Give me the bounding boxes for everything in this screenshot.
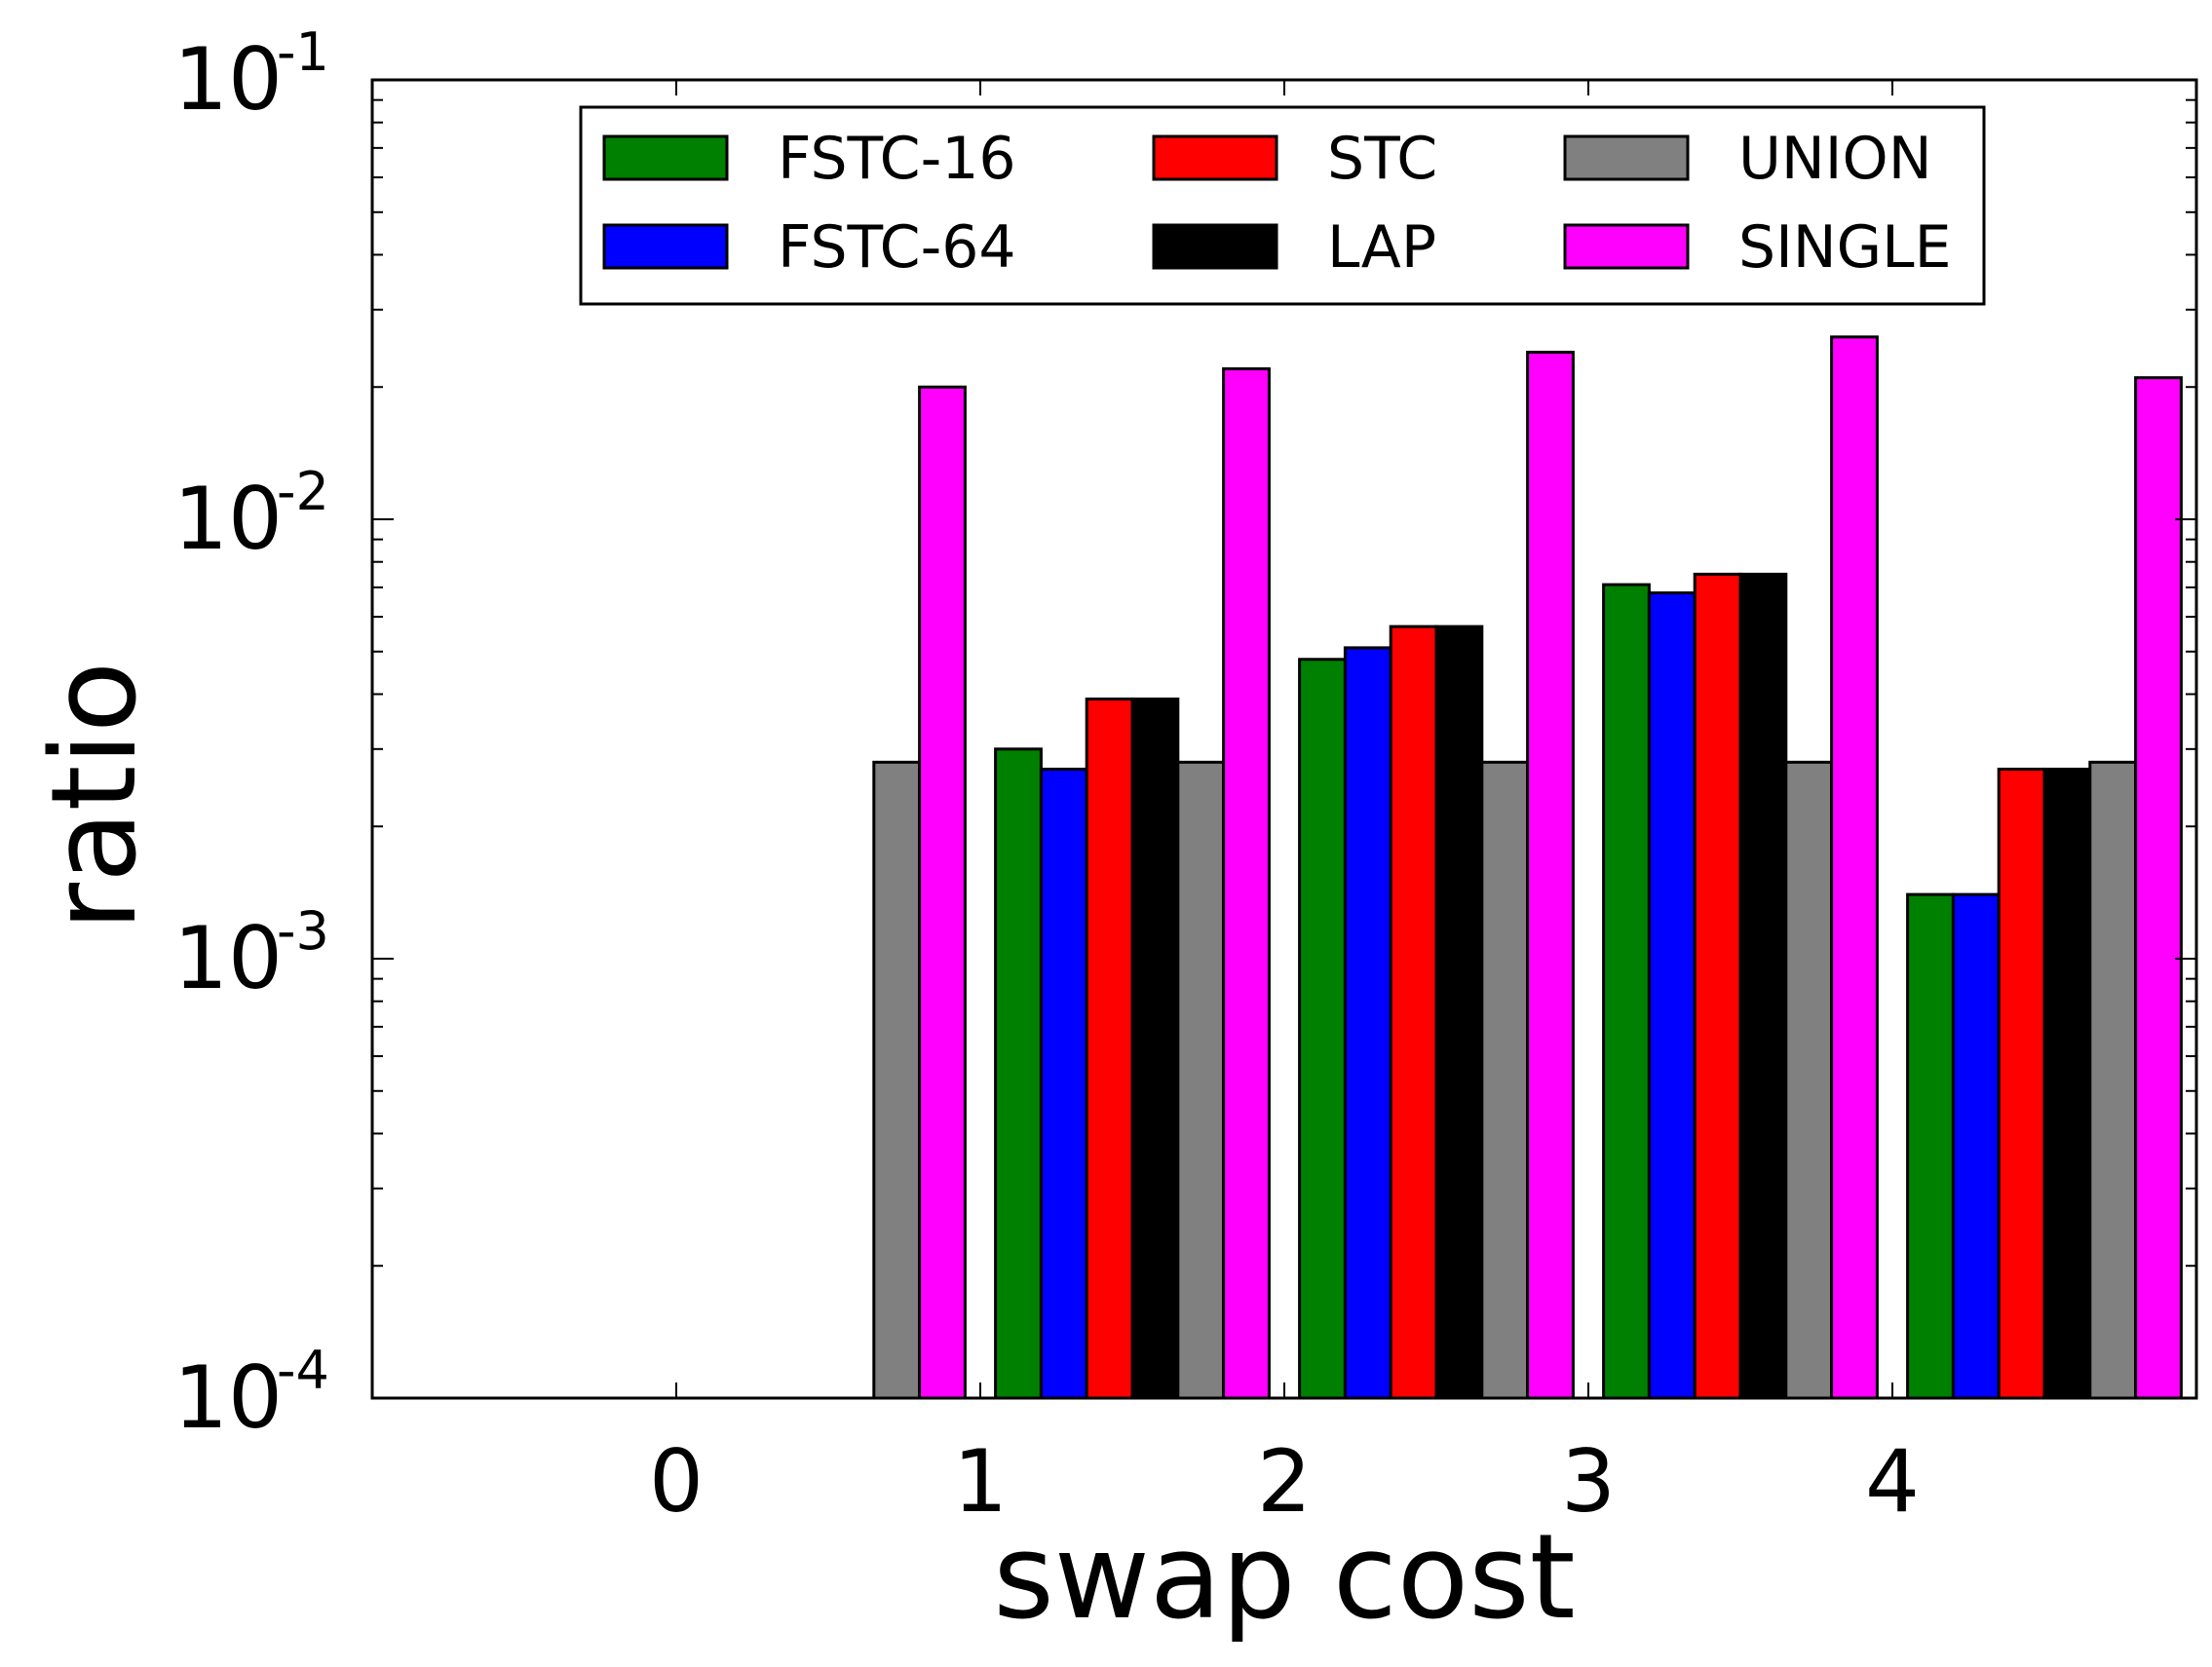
plot-frame [370,78,2198,1400]
bar-single-2 [1526,351,1575,1400]
bar-fstc-64-4 [1951,892,2001,1400]
bar-fstc-16-3 [1602,583,1651,1400]
x-tick-label: 1 [953,1431,1008,1532]
bar-fstc-16-2 [1298,658,1347,1400]
bar-single-4 [2134,376,2183,1400]
y-tick-label: 10 [173,1347,283,1448]
bar-union-0 [872,760,922,1400]
bar-fstc-16-1 [994,747,1043,1400]
legend-label-lap: LAP [1327,213,1436,282]
bar-lap-4 [2042,767,2092,1400]
bar-single-1 [1222,367,1271,1400]
bar-union-2 [1480,760,1530,1400]
bar-stc-3 [1693,572,1742,1400]
bar-union-4 [2088,760,2138,1400]
tick-labels-layer: 0 1 2 3 410-410-310-210-1 [173,21,1920,1532]
y-tick-exponent: -3 [277,900,329,962]
y-tick-label: 10 [173,29,283,130]
y-axis-label: ratio [27,662,163,931]
x-tick-label: 4 [1865,1431,1920,1532]
x-tick-label: 2 [1257,1431,1312,1532]
legend-swatch-single [1563,223,1690,270]
bar-single-0 [918,385,967,1400]
bar-fstc-64-1 [1039,767,1088,1400]
legend-swatch-fstc-64 [602,223,729,270]
legend-label-fstc-16: FSTC-16 [778,125,1016,193]
x-tick-label: 0 [649,1431,704,1532]
legend-label-fstc-64: FSTC-64 [778,213,1016,282]
bar-lap-1 [1130,697,1180,1400]
bar-stc-4 [1997,767,2046,1400]
legend-label-single: SINGLE [1738,213,1952,282]
legend-label-union: UNION [1738,125,1932,193]
bar-fstc-64-3 [1647,591,1697,1400]
bar-lap-3 [1738,572,1788,1400]
y-tick-exponent: -2 [277,461,329,522]
x-axis-label: swap cost [993,1510,1575,1646]
bar-union-1 [1176,760,1226,1400]
legend-swatch-stc [1152,134,1278,181]
legend-swatch-union [1563,134,1690,181]
bar-stc-2 [1389,625,1438,1400]
bar-union-3 [1784,760,1834,1400]
bar-stc-1 [1085,697,1134,1400]
legend-label-stc: STC [1327,125,1437,193]
y-tick-label: 10 [173,469,283,569]
y-tick-label: 10 [173,908,283,1008]
bar-single-3 [1830,335,1879,1400]
y-tick-exponent: -4 [277,1340,329,1401]
bars-layer [872,335,2183,1400]
legend-swatch-fstc-16 [602,134,729,181]
bar-fstc-16-4 [1906,892,1955,1400]
legend-box [579,105,1986,306]
bar-lap-2 [1434,625,1484,1400]
legend-swatch-lap [1152,223,1278,270]
bar-fstc-64-2 [1343,646,1392,1400]
legend: FSTC-16 FSTC-64 STC LAP UNION SINGLE [579,105,1986,306]
y-tick-exponent: -1 [277,21,329,83]
x-tick-label: 3 [1561,1431,1616,1532]
